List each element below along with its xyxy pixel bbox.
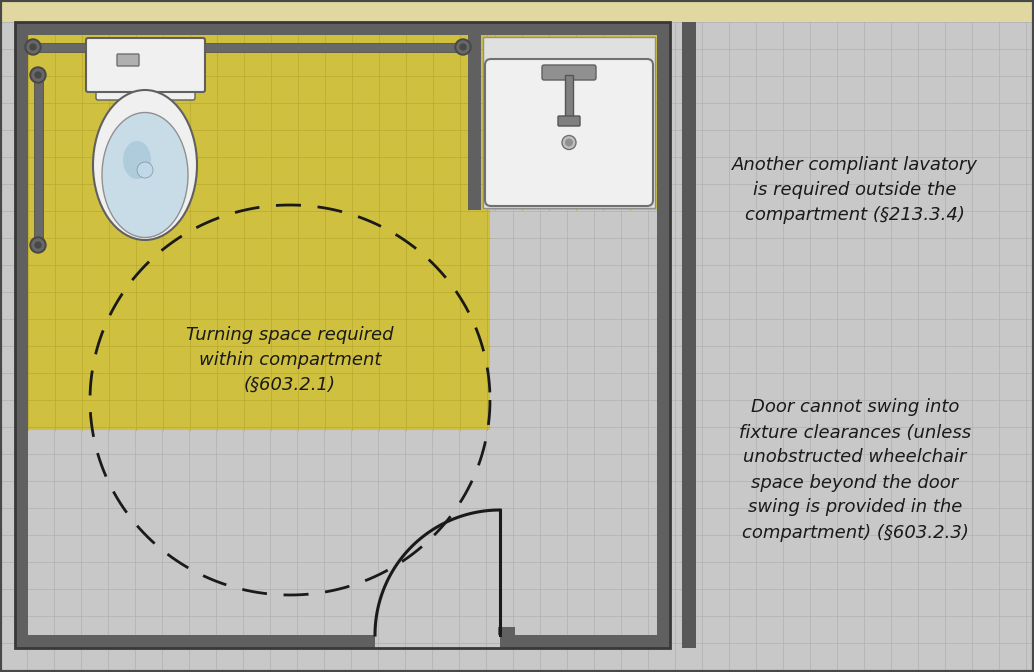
FancyBboxPatch shape [485,59,653,206]
FancyBboxPatch shape [558,116,580,126]
Circle shape [35,242,41,248]
Circle shape [30,67,45,83]
Circle shape [32,69,44,81]
Bar [468,22,657,210]
Bar [483,37,655,208]
Circle shape [30,237,45,253]
Ellipse shape [93,90,197,240]
Bar [16,22,28,648]
FancyBboxPatch shape [542,65,596,80]
Circle shape [460,44,466,50]
Circle shape [136,162,153,178]
Circle shape [457,41,469,53]
Ellipse shape [123,141,151,179]
Bar [498,627,515,635]
Bar [16,22,670,35]
Circle shape [562,136,576,149]
Bar [657,22,670,648]
FancyBboxPatch shape [86,38,205,92]
Bar [33,43,463,52]
Ellipse shape [102,112,188,237]
Circle shape [32,239,44,251]
Bar [682,22,696,648]
Bar [565,75,573,120]
Circle shape [565,138,573,146]
Bar [500,635,670,648]
Text: Door cannot swing into
fixture clearances (unless
unobstructed wheelchair
space : Door cannot swing into fixture clearance… [739,398,971,542]
Circle shape [25,39,41,55]
Bar [28,22,490,430]
FancyBboxPatch shape [96,85,195,100]
Bar [468,22,481,210]
Circle shape [35,72,41,78]
FancyBboxPatch shape [117,54,139,66]
Bar [0,0,1034,22]
Bar [34,75,43,245]
Circle shape [27,41,39,53]
Circle shape [30,44,36,50]
Text: Turning space required
within compartment
(§603.2.1): Turning space required within compartmen… [186,326,394,394]
Text: Another compliant lavatory
is required outside the
compartment (§213.3.4): Another compliant lavatory is required o… [732,156,978,224]
Bar [16,22,670,648]
Circle shape [455,39,472,55]
Bar [16,635,375,648]
